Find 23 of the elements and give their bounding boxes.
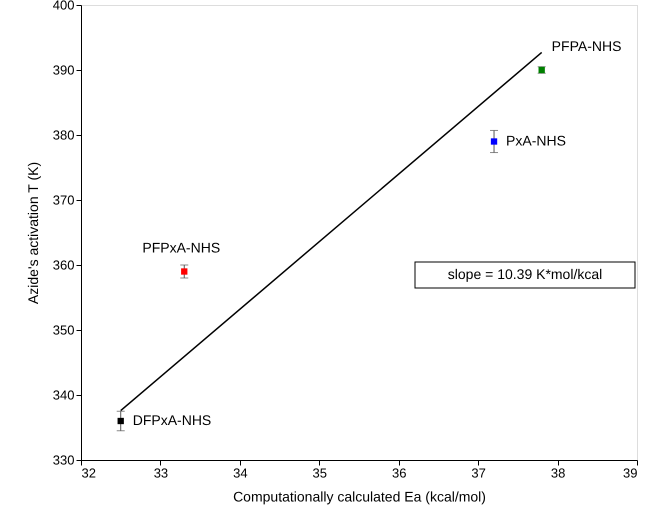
x-tick-label: 34 bbox=[233, 466, 248, 480]
y-tick-label: 350 bbox=[52, 322, 74, 338]
x-tick-label: 37 bbox=[471, 466, 486, 480]
x-tick-label: 38 bbox=[550, 466, 566, 480]
series-label: PFPA-NHS bbox=[552, 38, 622, 54]
x-axis-title: Computationally calculated Ea (kcal/mol) bbox=[233, 488, 486, 504]
series-label: DFPxA-NHS bbox=[132, 412, 212, 428]
annotation: slope = 10.39 K*mol/kcal bbox=[448, 266, 602, 282]
y-tick-label: 380 bbox=[52, 128, 74, 142]
x-tick-label: 32 bbox=[82, 466, 96, 480]
y-tick-label: 400 bbox=[52, 0, 74, 12]
x-tick-label: 33 bbox=[154, 466, 168, 480]
y-tick-label: 330 bbox=[52, 452, 74, 468]
y-tick-label: 340 bbox=[52, 388, 74, 402]
y-tick-label: 370 bbox=[52, 192, 74, 208]
y-tick-label: 360 bbox=[52, 258, 74, 272]
y-tick-label: 390 bbox=[52, 62, 74, 78]
series-label: PFPxA-NHS bbox=[142, 240, 220, 256]
y-axis-title: Azide's activation T (K) bbox=[24, 162, 41, 304]
x-tick-label: 35 bbox=[312, 466, 328, 480]
x-tick-label: 36 bbox=[392, 466, 406, 480]
series-label: PxA-NHS bbox=[506, 132, 566, 148]
x-tick-label: 39 bbox=[623, 466, 638, 480]
